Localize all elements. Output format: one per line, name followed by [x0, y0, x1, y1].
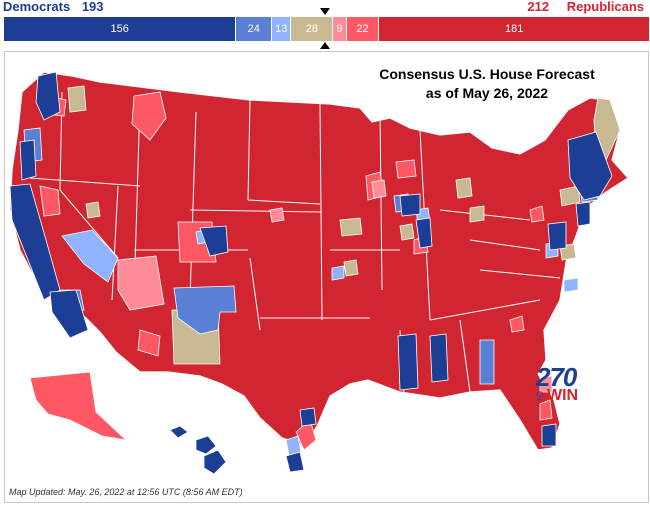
michigan-south-district: [455, 177, 473, 199]
iowa-district: [371, 179, 387, 199]
republicans-total: 212 Republicans: [527, 0, 644, 14]
montana-west-district: [131, 91, 167, 141]
alabama-district: [429, 333, 449, 383]
florida-district: [539, 375, 553, 393]
seat-bar-segment-count: 22: [356, 23, 369, 35]
map-title-line-2: as of May 26, 2022: [425, 85, 549, 101]
kansas-district: [343, 259, 359, 277]
democrats-total: Democrats 193: [3, 0, 104, 14]
logo-to: TO: [536, 390, 545, 402]
ohio-district: [469, 205, 485, 223]
republicans-seat-count: 212: [527, 0, 550, 14]
arizona-south-district: [137, 329, 161, 357]
democrats-seat-count: 193: [81, 0, 104, 14]
toss-up-districts: [67, 85, 621, 365]
michigan-north-district: [395, 159, 417, 179]
contiguous-us-base: [9, 71, 629, 451]
mid-atlantic-district: [547, 221, 567, 251]
seat-bar-segment[interactable]: 28: [291, 17, 334, 41]
seat-bar-segment-count: 28: [305, 23, 318, 35]
georgia-district: [479, 339, 495, 385]
republicans-label: Republicans: [566, 0, 644, 14]
minnesota-twin-cities-district: [399, 193, 421, 217]
seat-totals-header: Democrats 193 212 Republicans: [0, 0, 650, 15]
lean-rep-districts: [117, 179, 553, 393]
new-jersey-district: [575, 201, 591, 227]
likely-rep-districts: [29, 91, 553, 451]
map-panel: [4, 51, 649, 503]
majority-marker-top: [320, 8, 330, 15]
seat-bar-segment[interactable]: 156: [4, 17, 237, 41]
logo-win: WIN: [547, 387, 579, 404]
safe-dem-districts: [9, 71, 613, 475]
kansas-east-district: [331, 265, 345, 281]
seat-bar-segment-count: 9: [336, 23, 343, 35]
state-borders: [29, 91, 561, 397]
majority-marker-bottom: [320, 42, 330, 49]
seat-bar-segment[interactable]: 24: [236, 17, 273, 41]
seat-bar-segment-count: 156: [110, 23, 129, 35]
washington-district: [67, 85, 87, 113]
map-updated-note: Map Updated: May. 26, 2022 at 12:56 UTC …: [9, 487, 243, 497]
seat-bar-segment-count: 13: [275, 23, 288, 35]
new-mexico-cd-lean-rep: [269, 207, 285, 223]
pennsylvania-district: [529, 205, 545, 223]
south-florida-district: [541, 423, 557, 447]
washington-west-district: [35, 71, 61, 121]
north-carolina-district: [563, 277, 579, 293]
iowa-east-district: [339, 217, 363, 237]
california-north-district: [39, 185, 61, 217]
northeast-georgia-district: [509, 315, 525, 333]
arizona-northwest-district: [117, 255, 165, 311]
democrats-label: Democrats: [3, 0, 71, 14]
logo-subline: TO WIN: [536, 388, 596, 404]
new-york-district: [559, 185, 581, 207]
seat-bar-segment-count: 24: [247, 23, 260, 35]
illinois-district: [399, 223, 415, 241]
texas-border-district: [285, 451, 305, 473]
seat-bar-segment-count: 181: [504, 23, 524, 35]
270towin-logo[interactable]: 270 TO WIN: [536, 364, 596, 404]
mississippi-district: [397, 333, 419, 391]
logo-number: 270: [536, 362, 577, 392]
new-mexico-north-district: [173, 285, 237, 335]
hawaii-islands: [169, 425, 227, 475]
map-title: Consensus U.S. House Forecast as of May …: [372, 65, 602, 103]
chicago-district: [415, 217, 433, 249]
southeast-florida-district: [539, 399, 553, 421]
seat-bar-segment[interactable]: 13: [272, 17, 292, 41]
alaska-district: [29, 371, 128, 441]
colorado-front-range-district: [199, 225, 229, 257]
seat-bar-segment[interactable]: 9: [333, 17, 347, 41]
oregon-coast-district: [19, 139, 37, 181]
new-england-district: [567, 131, 613, 201]
nevada-south-district: [61, 229, 119, 283]
texas-houston-district: [299, 407, 317, 427]
seat-rating-bar: 156 24 13 28 9 22 181: [4, 17, 649, 41]
map-title-line-1: Consensus U.S. House Forecast: [379, 66, 595, 82]
seat-bar-segment[interactable]: 22: [346, 17, 380, 41]
nevada-district: [85, 201, 101, 219]
seat-bar-segment[interactable]: 181: [379, 17, 649, 41]
southern-california-district: [49, 289, 89, 339]
